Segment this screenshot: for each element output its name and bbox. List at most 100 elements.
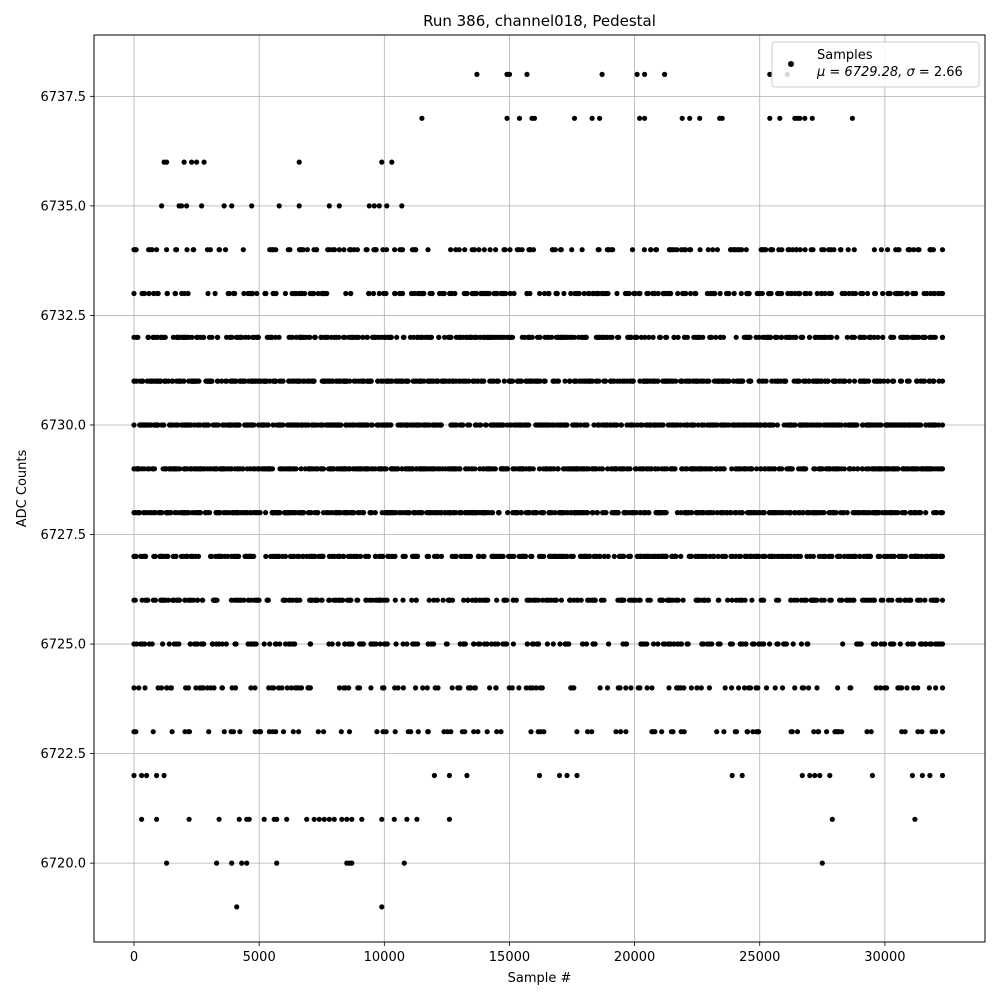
x-tick-label: 20000 [614,950,655,965]
data-point [182,729,188,735]
data-point [266,729,272,735]
data-point [438,509,444,516]
data-point [135,334,141,340]
data-point [682,247,689,253]
data-point [844,334,850,340]
data-point [671,334,677,340]
data-point [501,597,507,603]
data-point [507,290,513,297]
data-point [719,378,725,384]
data-point [209,553,215,560]
data-point [494,729,500,735]
data-point [826,247,832,253]
data-point [912,290,919,297]
data-point [385,378,391,384]
data-point [392,729,398,735]
data-point [860,290,866,297]
data-point [776,466,782,472]
data-point [409,466,415,472]
data-point [846,290,852,297]
data-point [851,466,857,472]
data-point [131,597,137,603]
data-point [757,422,763,428]
data-point [926,378,932,384]
data-point [714,247,721,253]
data-point [191,247,197,253]
data-point [695,422,701,428]
data-point [675,290,681,297]
data-point [717,290,723,297]
data-point [250,378,256,384]
data-point [177,378,183,384]
data-point [915,553,921,560]
y-tick-label: 6725.0 [41,638,87,653]
data-point [481,641,487,647]
data-point [216,816,222,822]
data-point [284,422,290,428]
data-point [849,553,855,560]
data-point [866,466,872,472]
data-point [877,422,883,428]
data-point [774,422,781,428]
data-point [154,422,160,428]
data-point [191,422,197,428]
data-point [666,247,673,253]
data-point [253,509,259,516]
data-point [760,509,766,516]
data-point [194,641,200,647]
data-point [616,334,622,340]
data-point [535,641,542,647]
data-point [627,422,633,428]
data-point [383,729,389,735]
data-point [778,334,784,340]
data-point [733,729,740,735]
data-point [376,290,382,297]
data-point [531,115,538,121]
data-point [368,685,374,691]
data-point [232,378,239,384]
data-point [643,509,649,516]
data-point [775,290,781,297]
data-point [152,597,158,603]
y-tick-label: 6720.0 [41,857,87,872]
data-point [335,641,341,647]
data-point [341,247,347,253]
data-point [432,466,438,472]
data-point [326,203,332,209]
data-point [691,334,697,340]
data-point [812,466,818,472]
data-point [645,553,651,560]
data-point [293,466,299,472]
data-point [859,466,865,472]
data-point [290,378,296,384]
data-point [755,729,761,735]
data-point [463,509,469,516]
data-point [851,378,858,384]
data-point [716,597,722,603]
data-point [297,334,303,340]
data-point [939,290,946,297]
data-point [240,378,246,384]
data-point [774,553,781,560]
data-point [506,71,513,77]
data-point [824,729,830,735]
x-axis-label: Sample # [508,971,572,986]
data-point [462,729,468,735]
data-point [585,378,592,384]
data-point [839,290,845,297]
data-point [248,509,254,516]
data-point [721,729,727,735]
data-point [546,553,553,560]
data-point [131,772,137,779]
data-point [781,378,788,384]
data-point [352,553,358,560]
data-point [208,378,214,384]
data-point [868,729,874,735]
data-point [880,290,886,297]
data-point [513,422,519,428]
data-point [644,290,650,297]
data-point [245,597,251,603]
data-point [546,290,552,297]
data-point [469,290,475,297]
data-point [347,597,353,603]
